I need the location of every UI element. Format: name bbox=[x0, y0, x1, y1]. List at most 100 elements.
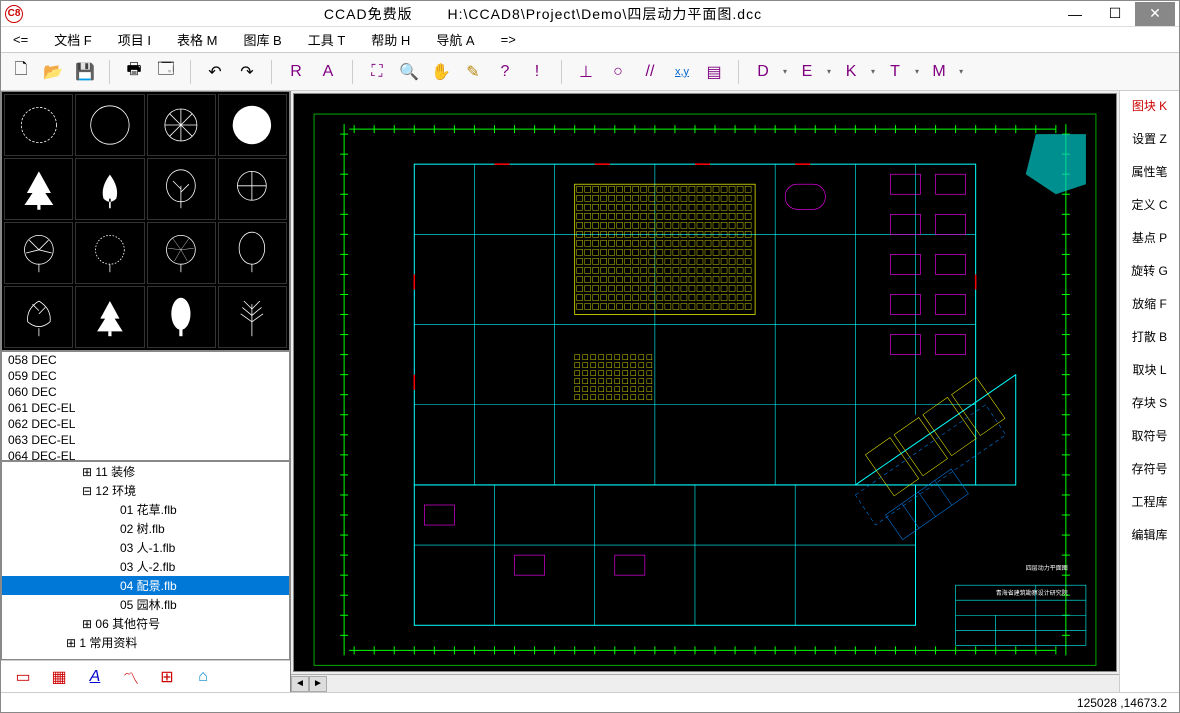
right-tool-7[interactable]: 打散 B bbox=[1124, 326, 1175, 347]
tree-item[interactable]: 05 园林.flb bbox=[2, 595, 289, 614]
menu-project[interactable]: 项目 I bbox=[114, 28, 155, 51]
shapes-icon[interactable]: ⊞ bbox=[157, 667, 177, 687]
right-tool-9[interactable]: 存块 S bbox=[1124, 392, 1175, 413]
canvas-scrollbar[interactable]: ◄ ► bbox=[291, 674, 1119, 692]
xy-button[interactable]: x,y bbox=[670, 60, 694, 84]
help-button[interactable]: ? bbox=[493, 60, 517, 84]
t-tool-dropdown[interactable]: ▾ bbox=[915, 67, 919, 76]
thumbnail-5[interactable] bbox=[75, 158, 144, 220]
scroll-right-button[interactable]: ► bbox=[309, 676, 327, 692]
k-tool-button[interactable]: K bbox=[839, 60, 863, 84]
new-file-button[interactable]: 🗋 bbox=[9, 60, 33, 84]
nav-forward[interactable]: => bbox=[497, 30, 520, 49]
right-tool-11[interactable]: 存符号 bbox=[1124, 458, 1175, 479]
tree-item[interactable]: 03 人-1.flb bbox=[2, 538, 289, 557]
menu-nav[interactable]: 导航 A bbox=[432, 28, 478, 51]
right-tool-2[interactable]: 属性笔 bbox=[1124, 161, 1175, 182]
list-item[interactable]: 063 DEC-EL bbox=[2, 432, 289, 448]
m-tool-button[interactable]: M bbox=[927, 60, 951, 84]
list-item[interactable]: 060 DEC bbox=[2, 384, 289, 400]
dec-list[interactable]: 058 DEC059 DEC060 DEC061 DEC-EL062 DEC-E… bbox=[1, 351, 290, 461]
thumbnail-7[interactable] bbox=[218, 158, 287, 220]
tab2-icon[interactable]: ▦ bbox=[49, 667, 69, 687]
a-tool-button[interactable]: A bbox=[316, 60, 340, 84]
exclaim-button[interactable]: ! bbox=[525, 60, 549, 84]
parallel-button[interactable]: // bbox=[638, 60, 662, 84]
menu-help[interactable]: 帮助 H bbox=[367, 28, 414, 51]
scroll-left-button[interactable]: ◄ bbox=[291, 676, 309, 692]
right-tool-6[interactable]: 放缩 F bbox=[1124, 293, 1175, 314]
right-tool-1[interactable]: 设置 Z bbox=[1124, 128, 1175, 149]
k-tool-dropdown[interactable]: ▾ bbox=[871, 67, 875, 76]
tab1-icon[interactable]: ▭ bbox=[13, 667, 33, 687]
layers-button[interactable]: ▤ bbox=[702, 60, 726, 84]
tree-item[interactable]: ⊞ 11 装修 bbox=[2, 462, 289, 481]
font-icon[interactable]: A bbox=[85, 667, 105, 687]
category-tree[interactable]: ⊞ 11 装修⊟ 12 环境01 花草.flb02 树.flb03 人-1.fl… bbox=[1, 461, 290, 660]
thumbnail-10[interactable] bbox=[147, 222, 216, 284]
print-button[interactable]: 🖶 bbox=[122, 60, 146, 84]
maximize-button[interactable]: ☐ bbox=[1095, 2, 1135, 26]
zoom-button[interactable]: 🔍 bbox=[397, 60, 421, 84]
tree-item[interactable]: ⊞ 1 常用资料 bbox=[2, 633, 289, 652]
thumbnail-14[interactable] bbox=[147, 286, 216, 348]
r-tool-button[interactable]: R bbox=[284, 60, 308, 84]
thumbnail-13[interactable] bbox=[75, 286, 144, 348]
tree-item[interactable]: ⊟ 12 环境 bbox=[2, 481, 289, 500]
save-button[interactable]: 💾 bbox=[73, 60, 97, 84]
pan-button[interactable]: ✋ bbox=[429, 60, 453, 84]
e-tool-dropdown[interactable]: ▾ bbox=[827, 67, 831, 76]
redo-button[interactable]: ↷ bbox=[235, 60, 259, 84]
chart-icon[interactable]: 〽 bbox=[121, 667, 141, 687]
list-item[interactable]: 058 DEC bbox=[2, 352, 289, 368]
menu-tools[interactable]: 工具 T bbox=[304, 28, 350, 51]
thumbnail-6[interactable] bbox=[147, 158, 216, 220]
right-tool-0[interactable]: 图块 K bbox=[1124, 95, 1175, 116]
open-file-button[interactable]: 📂 bbox=[41, 60, 65, 84]
perpendicular-button[interactable]: ⊥ bbox=[574, 60, 598, 84]
home-icon[interactable]: ⌂ bbox=[193, 667, 213, 687]
thumbnail-15[interactable] bbox=[218, 286, 287, 348]
thumbnail-11[interactable] bbox=[218, 222, 287, 284]
menu-library[interactable]: 图库 B bbox=[239, 28, 285, 51]
thumbnail-1[interactable] bbox=[75, 94, 144, 156]
thumbnail-12[interactable] bbox=[4, 286, 73, 348]
d-tool-dropdown[interactable]: ▾ bbox=[783, 67, 787, 76]
tree-item[interactable]: 03 人-2.flb bbox=[2, 557, 289, 576]
right-tool-3[interactable]: 定义 C bbox=[1124, 194, 1175, 215]
right-tool-12[interactable]: 工程库 bbox=[1124, 491, 1175, 512]
right-tool-5[interactable]: 旋转 G bbox=[1124, 260, 1175, 281]
circle-button[interactable]: ○ bbox=[606, 60, 630, 84]
thumbnail-3[interactable] bbox=[218, 94, 287, 156]
zoom-fit-button[interactable]: ⛶ bbox=[365, 60, 389, 84]
list-item[interactable]: 064 DEC-EL bbox=[2, 448, 289, 461]
list-item[interactable]: 061 DEC-EL bbox=[2, 400, 289, 416]
right-tool-10[interactable]: 取符号 bbox=[1124, 425, 1175, 446]
right-tool-4[interactable]: 基点 P bbox=[1124, 227, 1175, 248]
pencil-button[interactable]: ✎ bbox=[461, 60, 485, 84]
thumbnail-9[interactable] bbox=[75, 222, 144, 284]
tree-item[interactable]: 02 树.flb bbox=[2, 519, 289, 538]
thumbnail-4[interactable] bbox=[4, 158, 73, 220]
tree-item[interactable]: 04 配景.flb bbox=[2, 576, 289, 595]
thumbnail-2[interactable] bbox=[147, 94, 216, 156]
nav-back[interactable]: <= bbox=[9, 30, 32, 49]
m-tool-dropdown[interactable]: ▾ bbox=[959, 67, 963, 76]
menu-file[interactable]: 文档 F bbox=[50, 28, 96, 51]
undo-button[interactable]: ↶ bbox=[203, 60, 227, 84]
thumbnail-0[interactable] bbox=[4, 94, 73, 156]
d-tool-button[interactable]: D bbox=[751, 60, 775, 84]
tree-item[interactable]: ⊞ 06 其他符号 bbox=[2, 614, 289, 633]
list-item[interactable]: 062 DEC-EL bbox=[2, 416, 289, 432]
e-tool-button[interactable]: E bbox=[795, 60, 819, 84]
close-button[interactable]: ✕ bbox=[1135, 2, 1175, 26]
right-tool-13[interactable]: 编辑库 bbox=[1124, 524, 1175, 545]
list-item[interactable]: 059 DEC bbox=[2, 368, 289, 384]
right-tool-8[interactable]: 取块 L bbox=[1124, 359, 1175, 380]
minimize-button[interactable]: — bbox=[1055, 2, 1095, 26]
tree-item[interactable]: 01 花草.flb bbox=[2, 500, 289, 519]
thumbnail-8[interactable] bbox=[4, 222, 73, 284]
menu-table[interactable]: 表格 M bbox=[173, 28, 221, 51]
drawing-canvas[interactable]: 青海省建筑勘察设计研究院 四层动力平面图 bbox=[293, 93, 1117, 672]
t-tool-button[interactable]: T bbox=[883, 60, 907, 84]
